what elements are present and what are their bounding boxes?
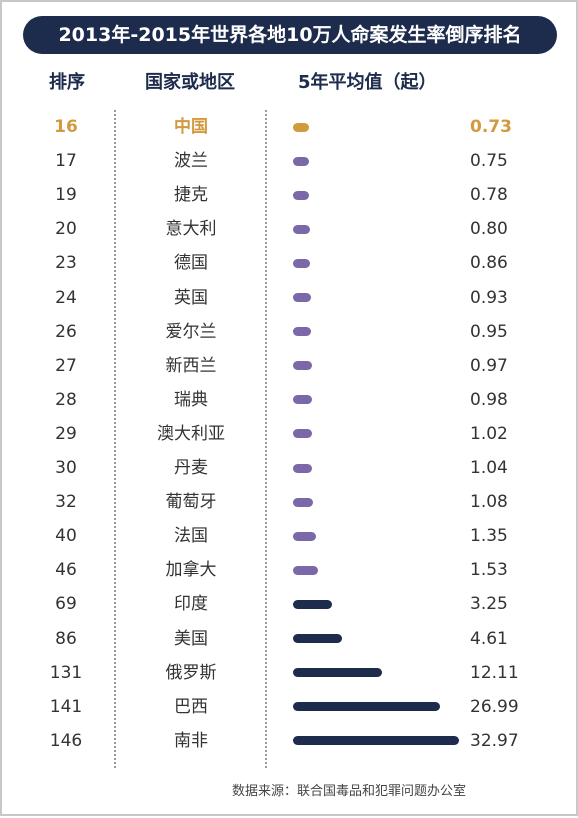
rank-column-header: 排序 xyxy=(49,72,85,93)
value-label: 1.08 xyxy=(470,492,508,513)
rank-label: 24 xyxy=(55,287,77,308)
country-label: 新西兰 xyxy=(165,355,217,376)
value-bar xyxy=(293,668,383,678)
country-label: 巴西 xyxy=(174,696,208,717)
country-label: 俄罗斯 xyxy=(165,662,217,683)
country-label: 德国 xyxy=(174,253,208,274)
data-source-note: 数据来源：联合国毒品和犯罪问题办公室 xyxy=(232,784,467,799)
value-label: 1.04 xyxy=(470,458,508,478)
value-bar xyxy=(293,736,459,746)
country-label: 澳大利亚 xyxy=(157,423,225,444)
value-bar xyxy=(293,531,316,541)
country-label: 瑞典 xyxy=(174,389,208,410)
country-label: 捷克 xyxy=(174,185,208,206)
rank-label: 46 xyxy=(55,560,77,581)
rank-label: 19 xyxy=(55,185,77,206)
rank-label: 131 xyxy=(49,662,83,683)
country-label: 丹麦 xyxy=(174,458,208,478)
value-bar xyxy=(293,634,343,643)
country-label: 爱尔兰 xyxy=(165,321,217,342)
rank-label: 23 xyxy=(55,253,77,274)
value-label: 32.97 xyxy=(470,730,519,751)
value-bar xyxy=(293,327,312,337)
value-bar xyxy=(293,258,311,268)
rank-label: 86 xyxy=(55,628,77,649)
rank-label: 32 xyxy=(55,492,77,513)
value-label: 1.53 xyxy=(470,560,508,581)
value-bar xyxy=(293,599,333,609)
value-bar xyxy=(293,702,440,712)
country-label: 英国 xyxy=(174,287,208,308)
column-divider-right xyxy=(265,110,267,768)
value-bar xyxy=(293,565,318,575)
value-bar xyxy=(293,190,310,200)
rank-label: 69 xyxy=(55,594,77,615)
rank-label: 29 xyxy=(55,423,77,444)
value-label: 0.98 xyxy=(470,389,508,410)
value-bar xyxy=(293,122,309,132)
column-divider-left xyxy=(114,110,116,768)
value-label: 26.99 xyxy=(470,696,519,717)
value-label: 0.95 xyxy=(470,321,508,342)
value-bar xyxy=(293,463,313,473)
value-label: 0.75 xyxy=(470,151,508,172)
value-label: 0.80 xyxy=(470,219,508,240)
value-bar xyxy=(293,497,313,507)
value-label: 1.02 xyxy=(470,423,508,444)
rank-label: 30 xyxy=(55,458,77,478)
country-label: 加拿大 xyxy=(165,560,217,581)
country-label: 法国 xyxy=(174,526,208,547)
value-label: 0.78 xyxy=(470,185,508,206)
country-label: 意大利 xyxy=(165,219,217,240)
rank-label: 16 xyxy=(54,117,78,137)
value-label: 3.25 xyxy=(470,594,508,615)
country-column-header: 国家或地区 xyxy=(145,72,235,93)
value-label: 0.86 xyxy=(470,253,508,274)
value-bar xyxy=(293,429,313,439)
rank-label: 141 xyxy=(49,696,83,717)
rank-label: 40 xyxy=(55,526,77,547)
rank-label: 20 xyxy=(55,219,77,240)
value-bar xyxy=(293,156,309,166)
rank-label: 27 xyxy=(55,355,77,376)
value-label: 0.73 xyxy=(470,117,512,137)
country-label: 美国 xyxy=(174,628,208,649)
country-label: 南非 xyxy=(174,730,208,751)
value-label: 0.97 xyxy=(470,355,508,376)
country-label: 波兰 xyxy=(174,151,208,172)
rank-label: 146 xyxy=(49,730,83,751)
value-label: 1.35 xyxy=(470,526,508,547)
value-bar xyxy=(293,224,310,234)
chart-title: 2013年-2015年世界各地10万人命案发生率倒序排名 xyxy=(23,16,557,54)
country-label: 印度 xyxy=(174,594,208,615)
value-column-header: 5年平均值（起） xyxy=(298,72,437,93)
country-label: 葡萄牙 xyxy=(165,492,217,513)
value-bar xyxy=(293,361,312,371)
value-label: 0.93 xyxy=(470,287,508,308)
value-label: 4.61 xyxy=(470,628,508,649)
rank-label: 26 xyxy=(55,321,77,342)
country-label: 中国 xyxy=(174,117,208,137)
value-bar xyxy=(293,395,312,405)
rank-label: 17 xyxy=(55,151,77,172)
rank-label: 28 xyxy=(55,389,77,410)
value-bar xyxy=(293,293,312,302)
value-label: 12.11 xyxy=(470,662,519,683)
